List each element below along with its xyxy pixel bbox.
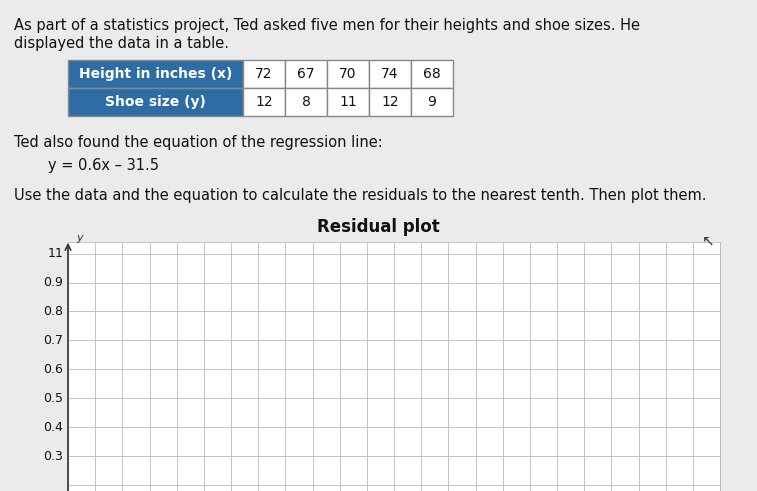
Text: 0.4: 0.4 <box>43 421 63 434</box>
Text: 1: 1 <box>48 247 56 260</box>
Text: y = 0.6x – 31.5: y = 0.6x – 31.5 <box>48 158 159 173</box>
Text: 9: 9 <box>428 95 437 109</box>
Bar <box>327 88 369 116</box>
Bar <box>285 88 327 116</box>
Bar <box>243 60 285 88</box>
Bar <box>68 60 243 88</box>
Text: displayed the data in a table.: displayed the data in a table. <box>14 36 229 51</box>
Text: Use the data and the equation to calculate the residuals to the nearest tenth. T: Use the data and the equation to calcula… <box>14 188 706 203</box>
Text: y: y <box>76 233 83 243</box>
Text: 0.5: 0.5 <box>43 392 63 405</box>
Text: 0.7: 0.7 <box>43 334 63 347</box>
Bar <box>327 60 369 88</box>
Text: 1: 1 <box>55 247 63 260</box>
Text: 12: 12 <box>255 95 273 109</box>
Bar <box>68 242 720 491</box>
Bar <box>369 88 411 116</box>
Text: Shoe size (y): Shoe size (y) <box>105 95 206 109</box>
Text: 72: 72 <box>255 67 273 81</box>
Text: 12: 12 <box>382 95 399 109</box>
Text: 0.6: 0.6 <box>43 363 63 376</box>
Text: 11: 11 <box>339 95 357 109</box>
Text: Height in inches (x): Height in inches (x) <box>79 67 232 81</box>
Text: ↖: ↖ <box>702 234 715 249</box>
Bar <box>411 60 453 88</box>
Text: 0.9: 0.9 <box>43 276 63 289</box>
Bar <box>243 88 285 116</box>
Text: 68: 68 <box>423 67 441 81</box>
Text: 74: 74 <box>382 67 399 81</box>
Text: 67: 67 <box>298 67 315 81</box>
Text: 70: 70 <box>339 67 357 81</box>
Text: Ted also found the equation of the regression line:: Ted also found the equation of the regre… <box>14 135 383 150</box>
Bar <box>68 88 243 116</box>
Bar <box>285 60 327 88</box>
Text: 8: 8 <box>301 95 310 109</box>
Text: As part of a statistics project, Ted asked five men for their heights and shoe s: As part of a statistics project, Ted ask… <box>14 18 640 33</box>
Text: 0.8: 0.8 <box>43 305 63 318</box>
Bar <box>411 88 453 116</box>
Bar <box>369 60 411 88</box>
Text: Residual plot: Residual plot <box>317 218 440 236</box>
Text: 0.3: 0.3 <box>43 450 63 463</box>
